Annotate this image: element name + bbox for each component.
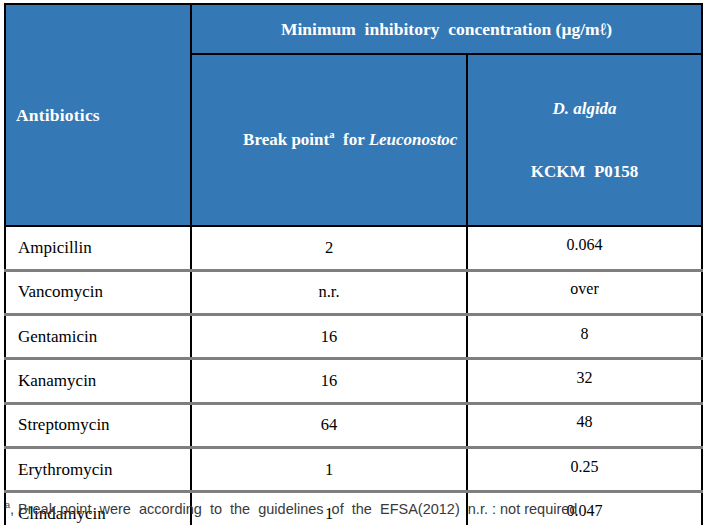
table-body: Ampicillin 2 0.064 Vancomycin n.r. over …: [5, 226, 702, 525]
mic-value-cell: 32: [467, 359, 702, 403]
table-row: Erythromycin 1 0.25: [5, 447, 702, 491]
break-point-value-cell: 2: [191, 226, 467, 270]
antibiotic-name-cell: Streptomycin: [5, 403, 191, 447]
antibiotic-name-cell: Vancomycin: [5, 270, 191, 314]
break-point-column-header: Break pointa for Leuconostoc: [191, 54, 467, 226]
mic-value-cell: 48: [467, 403, 702, 447]
page: Antibiotics Minimum inhibitory concentra…: [0, 0, 708, 525]
mic-table: Antibiotics Minimum inhibitory concentra…: [4, 3, 703, 525]
break-point-value-cell: n.r.: [191, 270, 467, 314]
mic-value-cell: 8: [467, 315, 702, 359]
break-point-value-cell: 1: [191, 447, 467, 491]
antibiotic-name-cell: Kanamycin: [5, 359, 191, 403]
mic-value-cell: 0.25: [467, 447, 702, 491]
table-header: Antibiotics Minimum inhibitory concentra…: [5, 4, 702, 226]
table-row: Vancomycin n.r. over: [5, 270, 702, 314]
footnote-text: , Break point were according to the guid…: [10, 501, 577, 517]
antibiotic-name-cell: Ampicillin: [5, 226, 191, 270]
table-row: Gentamicin 16 8: [5, 315, 702, 359]
antibiotic-name-cell: Erythromycin: [5, 447, 191, 491]
break-point-value-cell: 16: [191, 359, 467, 403]
mic-value-cell: 0.064: [467, 226, 702, 270]
strain-id-label: KCKM P0158: [468, 161, 701, 182]
antibiotics-column-header: Antibiotics: [5, 4, 191, 226]
mic-value-cell: over: [467, 270, 702, 314]
table-row: Ampicillin 2 0.064: [5, 226, 702, 270]
table-row: Kanamycin 16 32: [5, 359, 702, 403]
break-point-label: Break point: [243, 130, 329, 149]
strain-column-header: D. algida KCKM P0158: [467, 54, 702, 226]
break-point-mid-label: for: [334, 130, 368, 149]
strain-species-label: D. algida: [468, 98, 701, 119]
footnote: a, Break point were according to the gui…: [5, 501, 705, 517]
antibiotic-name-cell: Gentamicin: [5, 315, 191, 359]
break-point-species-label: Leuconostoc: [369, 130, 458, 149]
mic-group-header: Minimum inhibitory concentration (µg/mℓ): [191, 4, 702, 54]
table-row: Streptomycin 64 48: [5, 403, 702, 447]
break-point-value-cell: 64: [191, 403, 467, 447]
break-point-value-cell: 16: [191, 315, 467, 359]
